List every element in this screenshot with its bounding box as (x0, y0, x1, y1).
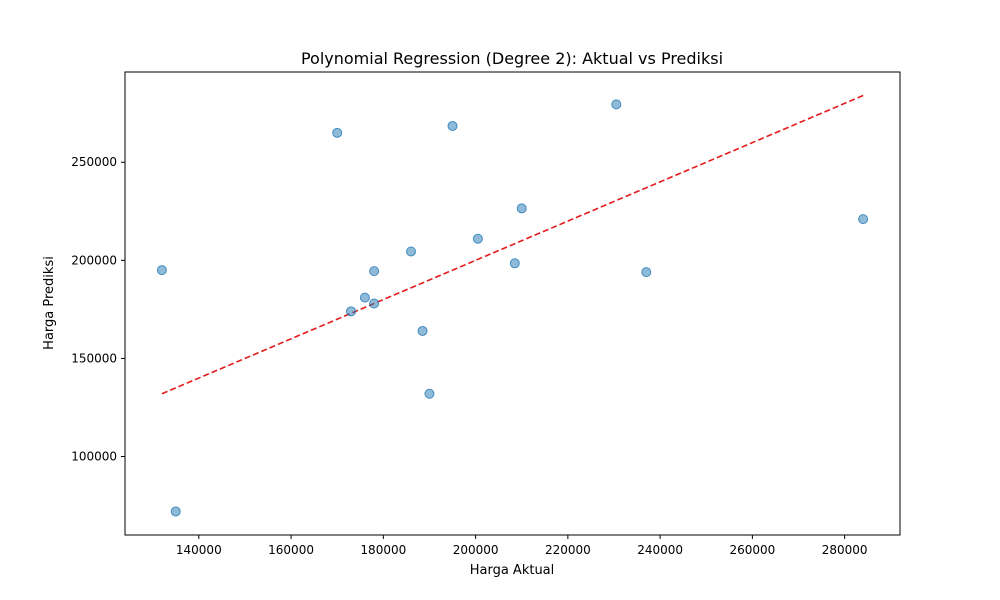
x-tick-label: 200000 (453, 543, 499, 557)
plot-frame (124, 71, 901, 536)
data-point (424, 388, 435, 399)
x-tick-label: 140000 (176, 543, 222, 557)
data-point (406, 246, 417, 257)
data-point (417, 325, 428, 336)
reference-line-group (161, 94, 864, 395)
data-point (170, 506, 181, 517)
data-point (369, 266, 380, 277)
data-point (641, 267, 652, 278)
data-point (156, 265, 167, 276)
y-tick-label: 250000 (71, 155, 117, 169)
y-tick-label: 200000 (71, 253, 117, 267)
y-axis: 100000 150000 200000 250000 (71, 155, 125, 464)
data-point (611, 99, 622, 110)
data-point (369, 298, 380, 309)
data-point (346, 306, 357, 317)
data-point (332, 127, 343, 138)
data-point (472, 233, 483, 244)
data-point (858, 214, 869, 225)
x-tick-label: 180000 (360, 543, 406, 557)
reference-line (161, 94, 864, 395)
data-point (516, 203, 527, 214)
data-point (359, 292, 370, 303)
x-axis-label: Harga Aktual (470, 563, 555, 578)
y-tick-label: 100000 (71, 450, 117, 464)
x-tick-label: 240000 (637, 543, 683, 557)
x-tick-label: 260000 (729, 543, 775, 557)
data-points (156, 99, 869, 517)
x-tick-label: 280000 (822, 543, 868, 557)
y-tick-label: 150000 (71, 351, 117, 365)
y-axis-label: Harga Prediksi (42, 256, 57, 350)
data-point (447, 120, 458, 131)
chart-title: Polynomial Regression (Degree 2): Aktual… (301, 49, 723, 68)
x-axis: 140000 160000 180000 200000 220000 240000 2600… (176, 535, 868, 557)
data-point (509, 258, 520, 269)
x-tick-label: 160000 (268, 543, 314, 557)
x-tick-label: 220000 (545, 543, 591, 557)
